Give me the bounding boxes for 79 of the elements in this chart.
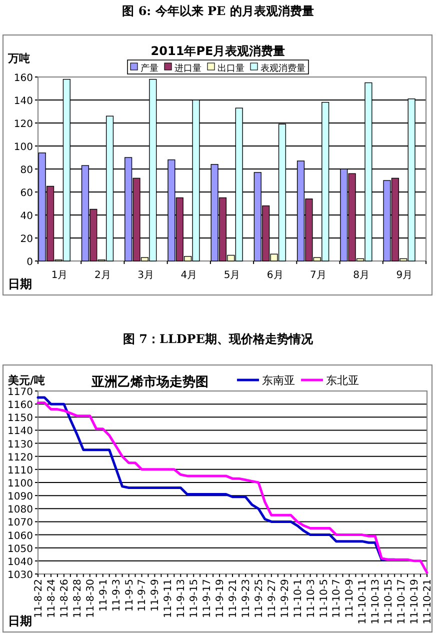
x-tick-label: 11-8-26	[59, 579, 70, 618]
y-tick-label: 100	[14, 142, 33, 153]
x-tick-label: 11-9-19	[215, 579, 226, 618]
x-tick-label: 11-10-5	[318, 579, 330, 618]
legend-label: 表观消费量	[260, 63, 306, 74]
x-tick-label: 11-8-28	[72, 579, 84, 618]
x-tick-label: 11-10-21	[422, 579, 434, 624]
x-tick-label: 11-9-11	[163, 579, 174, 618]
y-tick-label: 1030	[8, 570, 33, 581]
x-tick-label: 8月	[353, 270, 370, 281]
y-tick-label: 40	[20, 211, 33, 222]
y-tick-label: 60	[20, 188, 33, 199]
legend-label: 东南亚	[262, 374, 295, 387]
x-tick-label: 11-10-15	[384, 579, 395, 624]
y-tick-label: 1110	[8, 465, 33, 476]
caption: 图 6: 今年以来 PE 的月表观消费量	[122, 4, 314, 18]
legend-label: 出口量	[218, 63, 244, 74]
y-tick-label: 1160	[8, 400, 33, 412]
x-tick-label: 7月	[310, 270, 326, 281]
x-tick-label: 11-9-27	[266, 579, 278, 618]
x-axis-title: 日期	[8, 614, 32, 628]
x-tick-label: 11-10-13	[370, 579, 382, 624]
y-tick-label: 1090	[8, 492, 33, 503]
y-tick-label: 160	[14, 73, 33, 84]
legend-label: 东北亚	[326, 374, 359, 387]
y-tick-label: 1140	[8, 426, 33, 438]
y-tick-label: 1050	[8, 544, 33, 555]
x-tick-label: 11-8-24	[46, 579, 58, 618]
x-tick-label: 11-9-13	[176, 579, 188, 618]
y-tick-label: 1070	[8, 518, 33, 529]
y-tick-label: 20	[20, 234, 33, 245]
x-tick-label: 11-9-7	[137, 579, 148, 612]
line-series	[36, 402, 428, 574]
x-tick-label: 9月	[396, 270, 413, 281]
x-tick-label: 11-10-9	[344, 579, 356, 618]
x-tick-label: 11-10-19	[410, 579, 421, 624]
y-axis-title: 万吨	[7, 52, 30, 65]
y-tick-label: 1130	[8, 439, 33, 450]
y-tick-label: 1080	[8, 504, 33, 516]
x-tick-label: 3月	[138, 270, 154, 281]
x-tick-label: 11-10-1	[292, 579, 304, 618]
y-tick-label: 80	[20, 165, 33, 176]
x-tick-label: 11-9-25	[254, 579, 265, 618]
x-tick-label: 11-8-30	[85, 579, 96, 618]
legend-label: 产量	[140, 63, 158, 74]
x-tick-label: 11-9-17	[202, 579, 214, 618]
y-tick-label: 140	[14, 96, 33, 107]
x-tick-label: 4月	[180, 270, 198, 281]
y-tick-label: 1040	[8, 556, 33, 568]
x-tick-label: 11-9-15	[189, 579, 200, 618]
x-tick-label: 11-9-3	[111, 579, 122, 612]
x-tick-label: 11-8-22	[34, 579, 44, 618]
x-tick-label: 2月	[94, 270, 111, 281]
x-tick-label: 11-10-7	[332, 579, 343, 618]
x-axis-title: 日期	[8, 277, 32, 291]
x-tick-label: 5月	[224, 270, 240, 281]
y-tick-label: 1150	[8, 413, 33, 424]
x-tick-label: 11-9-29	[280, 579, 291, 618]
y-tick-label: 1100	[8, 478, 33, 490]
y-tick-label: 1120	[8, 452, 33, 464]
chart-title: 亚洲乙烯市场走势图	[90, 374, 208, 390]
y-tick-label: 1170	[8, 387, 33, 398]
legend-label: 进口量	[174, 63, 202, 74]
x-tick-label: 11-9-23	[240, 579, 252, 618]
x-tick-label: 11-9-5	[124, 579, 136, 612]
x-tick-label: 11-10-3	[306, 579, 317, 618]
y-tick-label: 1060	[8, 530, 33, 542]
x-tick-label: 11-9-9	[150, 579, 162, 612]
x-tick-label: 11-10-17	[396, 579, 408, 624]
y-tick-label: 0	[26, 257, 33, 268]
chart-title: 2011年PE月表观消费量	[150, 44, 286, 58]
x-tick-label: 1月	[51, 270, 68, 281]
x-tick-label: 6月	[266, 270, 284, 281]
x-tick-label: 11-9-1	[98, 579, 110, 612]
y-tick-label: 120	[14, 119, 33, 130]
y-axis-title: 美元/吨	[7, 374, 46, 387]
x-tick-label: 11-10-11	[358, 579, 369, 624]
x-tick-label: 11-9-21	[228, 579, 239, 618]
caption: 图 7：LLDPE期、现价格走势情况	[123, 332, 314, 346]
